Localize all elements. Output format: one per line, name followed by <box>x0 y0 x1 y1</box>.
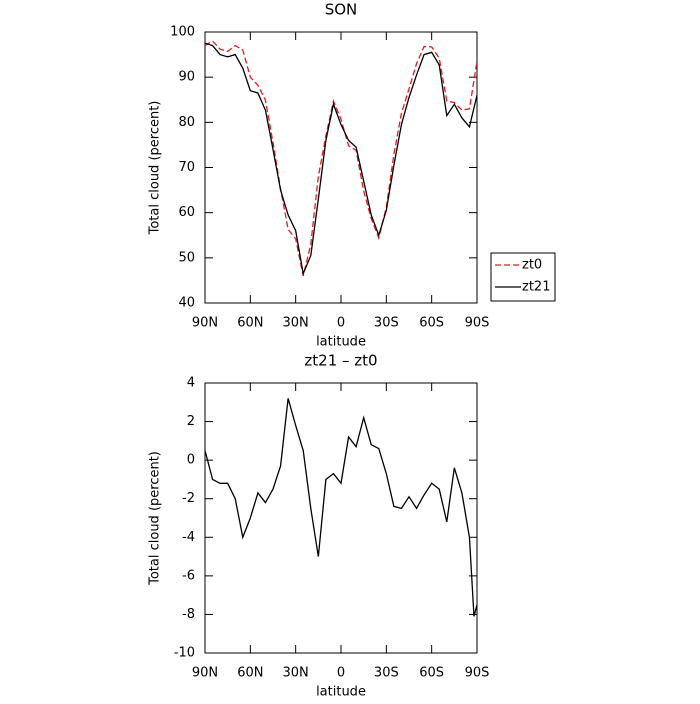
legend-box <box>490 252 556 302</box>
y-tick-label: 0 <box>187 453 195 468</box>
x-tick-label: 90S <box>465 666 490 681</box>
y-tick-label: 70 <box>178 160 195 175</box>
x-tick-label: 30S <box>374 316 399 331</box>
y-tick-label: -6 <box>182 568 195 583</box>
y-tick-label: 90 <box>178 70 195 85</box>
y-axis-label: Total cloud (percent) <box>148 101 163 236</box>
data-line <box>204 40 478 277</box>
y-axis-label: Total cloud (percent) <box>148 451 163 586</box>
plot-frame <box>204 31 478 304</box>
y-tick-label: 80 <box>178 115 195 130</box>
legend-label: zt0 <box>522 258 542 273</box>
x-tick-label: 0 <box>337 666 345 681</box>
x-tick-label: 30N <box>283 316 309 331</box>
y-tick-label: 40 <box>178 296 195 311</box>
y-tick-label: 100 <box>170 25 195 40</box>
x-axis-label: latitude <box>316 335 366 350</box>
x-tick-label: 60N <box>237 316 263 331</box>
plot-frame <box>204 382 478 654</box>
data-line <box>204 398 478 617</box>
x-tick-label: 0 <box>337 316 345 331</box>
y-tick-label: 60 <box>178 205 195 220</box>
x-tick-label: 60S <box>419 666 444 681</box>
x-tick-label: 30S <box>374 666 399 681</box>
chart-title: SON <box>325 1 358 19</box>
x-axis-label: latitude <box>316 685 366 700</box>
y-tick-label: -2 <box>182 491 195 506</box>
x-tick-label: 90S <box>465 316 490 331</box>
x-tick-label: 90N <box>192 316 218 331</box>
x-tick-label: 60N <box>237 666 263 681</box>
y-tick-label: 50 <box>178 250 195 265</box>
y-tick-label: -4 <box>182 530 195 545</box>
x-tick-label: 60S <box>419 316 444 331</box>
data-line <box>204 42 478 276</box>
legend-label: zt21 <box>522 280 550 295</box>
y-tick-label: 4 <box>187 376 195 391</box>
chart-title: zt21 – zt0 <box>304 352 377 370</box>
x-tick-label: 90N <box>192 666 218 681</box>
y-tick-label: -10 <box>174 646 195 661</box>
x-tick-label: 30N <box>283 666 309 681</box>
y-tick-label: 2 <box>187 414 195 429</box>
y-tick-label: -8 <box>182 607 195 622</box>
